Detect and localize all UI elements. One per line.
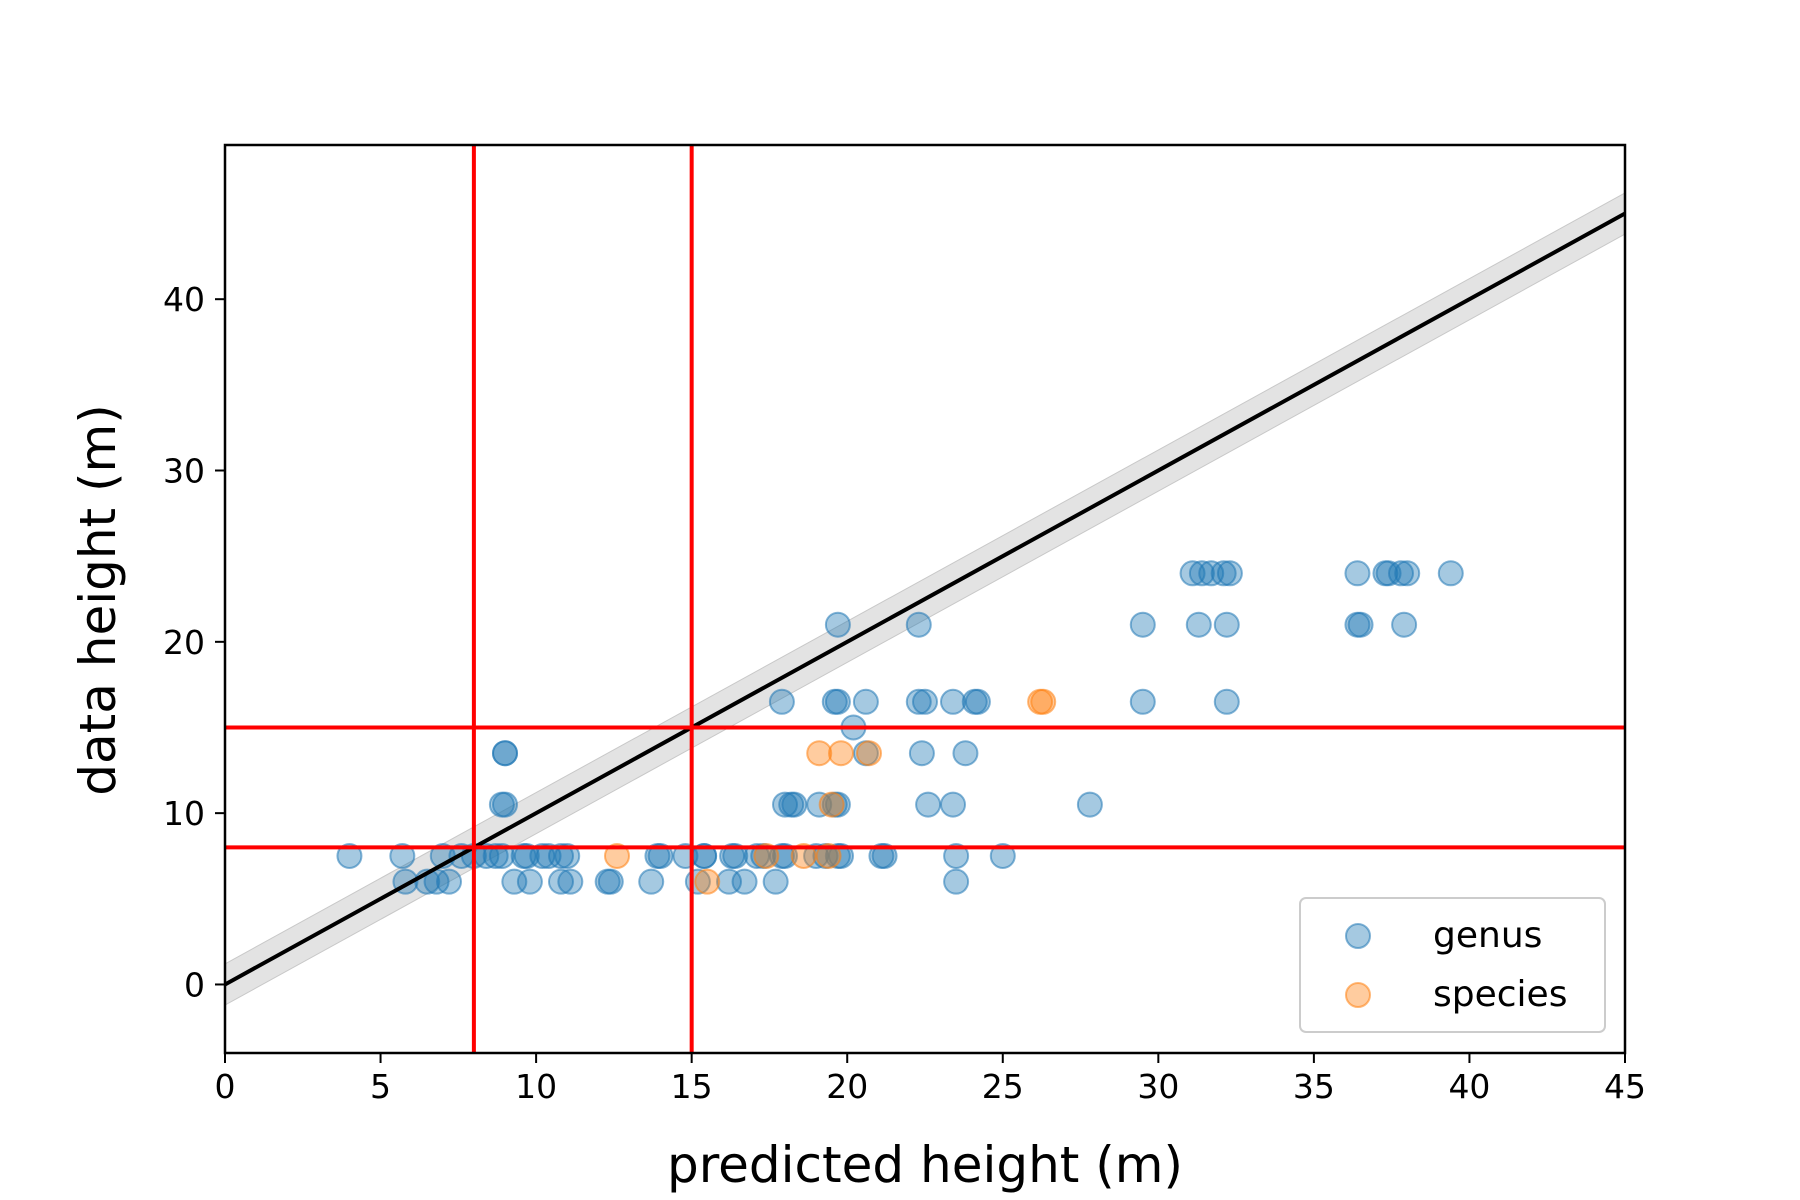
point-genus bbox=[1188, 560, 1215, 587]
point-genus bbox=[781, 791, 808, 818]
point-genus bbox=[1394, 560, 1421, 587]
y-tick-label: 40 bbox=[163, 280, 205, 319]
y-axis-label: data height (m) bbox=[69, 404, 127, 796]
point-genus bbox=[940, 688, 966, 715]
x-tick-label: 20 bbox=[826, 1067, 868, 1106]
point-genus bbox=[1344, 560, 1371, 587]
point-genus bbox=[943, 868, 970, 895]
point-genus bbox=[852, 688, 879, 715]
point-genus bbox=[824, 611, 851, 638]
point-species bbox=[694, 868, 721, 895]
y-axis: 0 10 20 30 40 bbox=[163, 280, 225, 1004]
point-genus bbox=[772, 791, 798, 818]
point-genus bbox=[492, 740, 518, 767]
y-tick-label: 20 bbox=[163, 623, 205, 662]
point-genus bbox=[1185, 611, 1212, 638]
legend-marker-genus bbox=[1345, 923, 1371, 949]
x-tick-label: 40 bbox=[1448, 1067, 1490, 1106]
legend: genus species bbox=[1299, 897, 1606, 1033]
y-tick-label: 30 bbox=[163, 452, 205, 491]
x-tick-label: 15 bbox=[671, 1067, 713, 1106]
point-species bbox=[753, 842, 780, 869]
point-genus bbox=[1213, 611, 1240, 638]
point-species bbox=[806, 740, 833, 767]
point-genus bbox=[912, 688, 938, 715]
point-genus bbox=[548, 868, 574, 895]
plot-frame bbox=[223, 143, 1627, 1055]
x-tick-label: 0 bbox=[215, 1067, 236, 1106]
legend-frame bbox=[1299, 897, 1606, 1033]
point-genus bbox=[1129, 611, 1156, 638]
x-tick-label: 5 bbox=[370, 1067, 391, 1106]
point-genus bbox=[1391, 611, 1418, 638]
point-genus bbox=[989, 842, 1016, 869]
point-genus bbox=[336, 842, 363, 869]
point-genus bbox=[548, 842, 574, 869]
point-species bbox=[818, 791, 845, 818]
point-genus bbox=[1388, 560, 1414, 587]
point-genus bbox=[482, 842, 509, 869]
point-genus bbox=[952, 740, 979, 767]
point-genus bbox=[940, 791, 966, 818]
point-genus bbox=[964, 688, 991, 715]
point-genus bbox=[1216, 560, 1243, 587]
legend-label-genus: genus bbox=[1433, 915, 1542, 956]
x-tick-label: 35 bbox=[1293, 1067, 1335, 1106]
point-genus bbox=[915, 791, 942, 818]
point-genus bbox=[731, 868, 758, 895]
point-species bbox=[856, 740, 882, 767]
point-genus bbox=[1213, 688, 1240, 715]
x-tick-label: 45 bbox=[1604, 1067, 1646, 1106]
point-genus bbox=[768, 688, 795, 715]
y-tick-label: 0 bbox=[184, 965, 205, 1004]
point-genus bbox=[772, 842, 798, 869]
point-genus bbox=[492, 791, 518, 818]
point-genus bbox=[1129, 688, 1156, 715]
point-genus bbox=[1347, 611, 1374, 638]
point-genus bbox=[762, 868, 789, 895]
point-genus bbox=[943, 842, 970, 869]
point-species bbox=[828, 740, 854, 767]
point-genus bbox=[905, 688, 932, 715]
point-genus bbox=[436, 868, 462, 895]
point-genus bbox=[557, 868, 584, 895]
legend-label-species: species bbox=[1433, 974, 1567, 1015]
x-axis: 0 5 10 15 20 25 30 35 40 45 bbox=[215, 1053, 1646, 1106]
reference-line bbox=[225, 211, 1625, 987]
x-axis-label: predicted height (m) bbox=[667, 1136, 1183, 1194]
point-genus bbox=[908, 740, 935, 767]
point-genus bbox=[1179, 560, 1206, 587]
x-tick-label: 25 bbox=[982, 1067, 1024, 1106]
point-genus bbox=[516, 868, 543, 895]
point-genus bbox=[554, 842, 581, 869]
point-genus bbox=[389, 842, 416, 869]
x-tick-label: 10 bbox=[515, 1067, 557, 1106]
point-species bbox=[815, 842, 842, 869]
legend-marker-species bbox=[1345, 982, 1371, 1008]
point-genus bbox=[722, 842, 749, 869]
x-tick-label: 30 bbox=[1137, 1067, 1179, 1106]
y-tick-label: 10 bbox=[163, 794, 205, 833]
point-species bbox=[1030, 688, 1057, 715]
point-genus bbox=[1437, 560, 1464, 587]
point-genus bbox=[824, 688, 851, 715]
point-genus bbox=[1210, 560, 1237, 587]
point-genus bbox=[597, 868, 624, 895]
point-genus bbox=[905, 611, 932, 638]
point-genus bbox=[638, 868, 665, 895]
point-genus bbox=[871, 842, 898, 869]
point-genus bbox=[824, 791, 851, 818]
point-genus bbox=[1076, 791, 1103, 818]
point-species bbox=[604, 842, 630, 869]
